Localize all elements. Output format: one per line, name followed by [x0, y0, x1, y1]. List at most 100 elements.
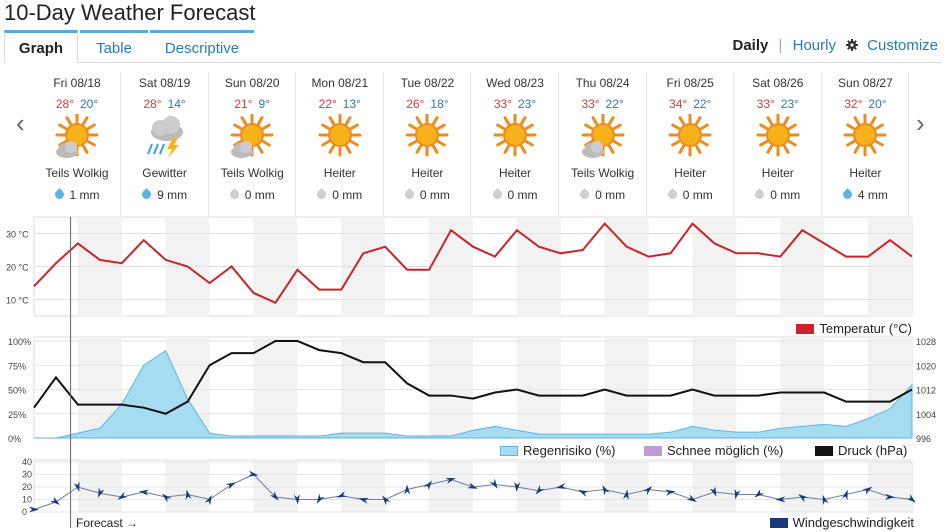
day-column[interactable]: Sat 08/19 28° 14° Gewitter 9 mm [122, 72, 209, 216]
thunderstorm-icon [122, 114, 208, 160]
y-tick-label-right: 1028 [916, 337, 936, 347]
night-band [429, 337, 473, 438]
day-column[interactable]: Mon 08/21 22° 13° Heiter 0 mm [297, 72, 384, 216]
high-temp: 22° [318, 97, 337, 111]
wind-arrow-icon [445, 478, 456, 484]
wind-arrow-icon [73, 481, 80, 492]
wind-arrow-icon [204, 495, 212, 506]
night-band [780, 217, 825, 316]
precip-amount: 0 mm [770, 188, 801, 202]
y-tick-label-left: 0% [8, 434, 21, 444]
customize-label: Customize [867, 37, 938, 54]
day-column[interactable]: Fri 08/25 34° 22° Heiter 0 mm [647, 72, 735, 216]
day-column[interactable]: Thu 08/24 33° 22° Teils Wolkig 0 mm [560, 72, 647, 216]
daily-toggle[interactable]: Daily [732, 37, 769, 54]
sun-icon [735, 114, 821, 160]
precip-amount: 0 mm [419, 188, 450, 202]
raindrop-icon [315, 188, 329, 201]
wind-line [33, 473, 913, 510]
precipitation: 0 mm [560, 188, 646, 202]
wind-arrow-icon [404, 484, 411, 495]
wind-arrow-icon [382, 495, 391, 506]
condition: Heiter [674, 166, 707, 180]
night-band [692, 460, 737, 512]
y-tick-label-left: 50% [8, 386, 26, 396]
high-temp: 34° [669, 97, 688, 111]
hourly-toggle[interactable]: Hourly [792, 37, 836, 54]
precipitation: 0 mm [647, 188, 733, 202]
night-band [868, 460, 912, 512]
tab-descriptive[interactable]: Descriptive [150, 30, 254, 61]
wind-arrow-icon [514, 481, 521, 492]
precipitation: 0 mm [297, 188, 383, 202]
night-band [692, 217, 737, 316]
night-band [253, 337, 298, 438]
condition: Heiter [849, 166, 882, 180]
y-tick-label-left: 25% [8, 410, 26, 420]
wind-arrow-icon [754, 489, 765, 498]
day-column[interactable]: Fri 08/18 28° 20° Teils Wolkig 1 mm [34, 72, 121, 216]
wind-arrow-icon [709, 486, 717, 497]
day-temps: 28° 14° [122, 97, 208, 111]
night-band [77, 460, 122, 512]
tab-graph[interactable]: Graph [4, 30, 78, 63]
day-column[interactable]: Wed 08/23 33° 23° Heiter 0 mm [472, 72, 559, 216]
night-band [253, 460, 298, 512]
day-forecast-strip: Fri 08/18 28° 20° Teils Wolkig 1 mm Sat 08… [34, 72, 910, 216]
night-band [604, 460, 649, 512]
day-column[interactable]: Sat 08/26 33° 23° Heiter 0 mm [735, 72, 822, 216]
day-name: Wed 08/23 [486, 76, 544, 90]
prev-arrow-icon[interactable]: ‹ [16, 108, 25, 138]
page-title: 10-Day Weather Forecast [4, 0, 256, 25]
wind-arrow-icon [578, 489, 589, 497]
night-band [516, 337, 561, 438]
night-band [516, 217, 561, 316]
night-band [429, 217, 473, 316]
tab-table[interactable]: Table [80, 30, 148, 61]
night-band [165, 337, 210, 438]
low-temp: 9° [258, 97, 270, 111]
sun-icon [384, 114, 470, 160]
y-tick-label: 20 [22, 482, 32, 492]
high-temp: 32° [844, 97, 863, 111]
raindrop-icon [403, 188, 416, 201]
day-column[interactable]: Sun 08/20 21° 9° Teils Wolkig 0 mm [209, 72, 297, 216]
condition: Heiter [323, 166, 356, 180]
low-temp: 20° [80, 97, 99, 111]
tab-bar: Graph Table Descriptive Daily | Hourly C… [4, 28, 942, 63]
day-temps: 33° 23° [472, 97, 558, 111]
customize-button[interactable]: Customize [846, 37, 938, 54]
y-tick-label: 30 [22, 470, 32, 480]
rain-risk-area [34, 349, 913, 439]
wind-arrow-icon [555, 483, 567, 489]
wind-arrow-icon [29, 506, 39, 513]
low-temp: 23° [518, 97, 537, 111]
condition: Teils Wolkig [571, 166, 635, 180]
night-band [77, 337, 122, 438]
snow-swatch [644, 446, 662, 456]
precip-amount: 1 mm [69, 188, 100, 202]
precipitation: 1 mm [34, 188, 120, 202]
low-temp: 20° [868, 97, 887, 111]
sun-icon [472, 114, 558, 160]
wind-arrow-icon [822, 494, 829, 506]
precip-amount: 4 mm [857, 188, 888, 202]
condition: Gewitter [142, 166, 187, 180]
precip-amount: 0 mm [595, 188, 626, 202]
day-name: Sun 08/27 [838, 76, 893, 90]
wind-arrow-icon [798, 494, 809, 503]
precipitation: 0 mm [384, 188, 470, 202]
next-arrow-icon[interactable]: › [916, 108, 925, 138]
high-temp: 26° [406, 97, 425, 111]
condition: Heiter [498, 166, 531, 180]
forecast-marker-label: Forecast → [76, 516, 139, 530]
wind-arrow-icon [884, 493, 896, 500]
precipitation: 9 mm [122, 188, 208, 202]
day-column[interactable]: Sun 08/27 32° 20° Heiter 4 mm [822, 72, 910, 216]
day-column[interactable]: Tue 08/22 26° 18° Heiter 0 mm [384, 72, 472, 216]
day-temps: 21° 9° [209, 97, 295, 111]
day-temps: 33° 23° [735, 97, 821, 111]
day-temps: 33° 22° [560, 97, 646, 111]
high-temp: 33° [581, 97, 600, 111]
wind-arrow-icon [138, 489, 149, 496]
